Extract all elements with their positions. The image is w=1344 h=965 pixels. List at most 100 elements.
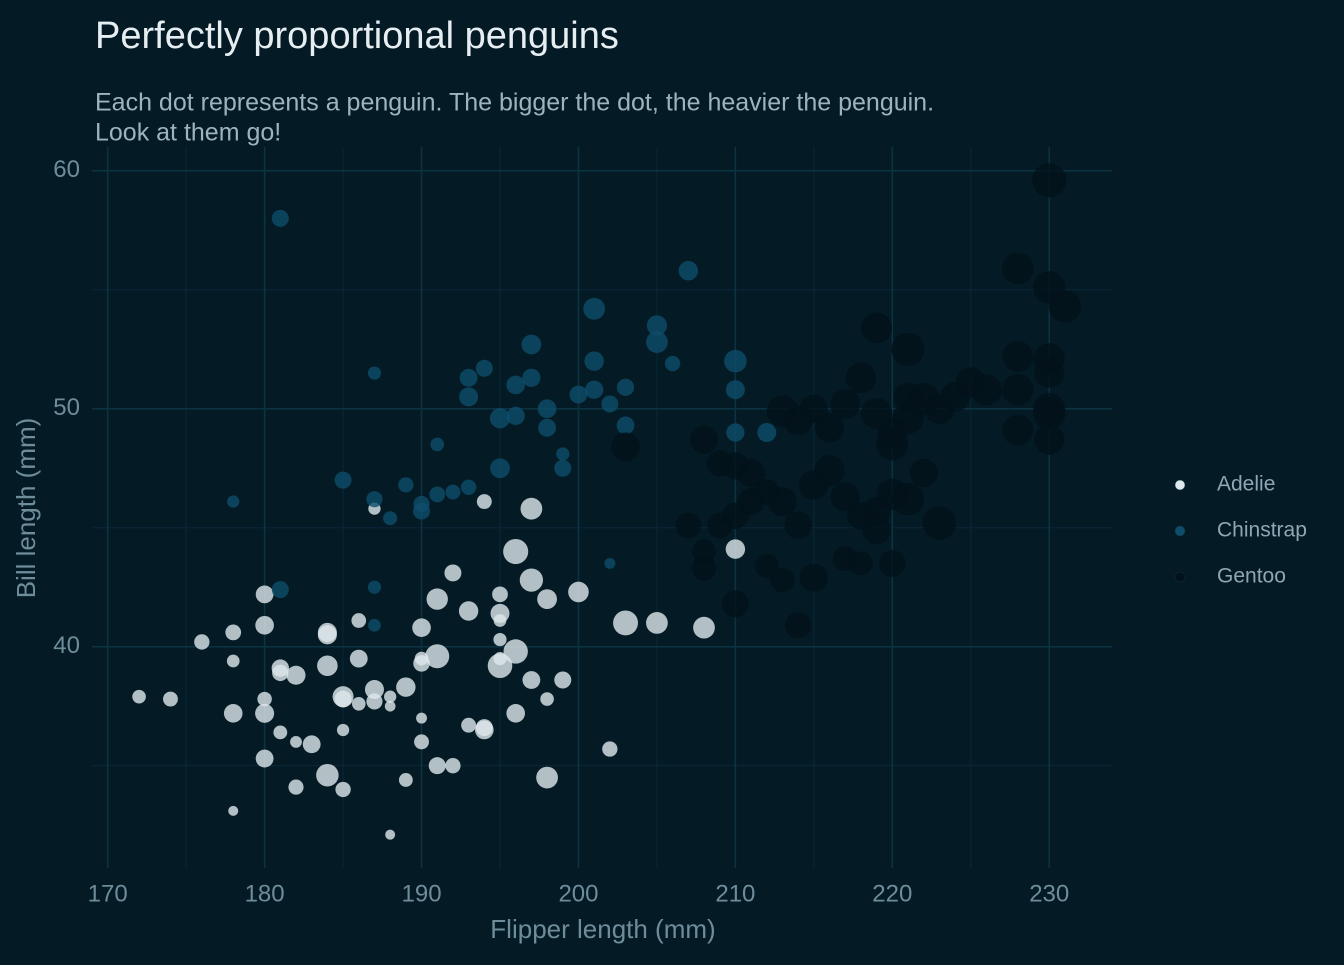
data-point — [385, 829, 396, 840]
data-point — [584, 351, 604, 371]
data-point — [398, 477, 414, 493]
data-point — [366, 491, 383, 508]
data-point — [1048, 290, 1082, 323]
data-point — [757, 423, 777, 443]
data-point — [767, 487, 797, 517]
data-point — [891, 332, 925, 366]
data-point — [493, 652, 507, 666]
data-point — [583, 297, 606, 320]
data-point — [255, 703, 275, 723]
x-tick-label: 170 — [88, 880, 128, 907]
data-point — [860, 397, 893, 430]
data-point — [520, 497, 543, 520]
data-point — [1002, 374, 1034, 406]
y-tick-label: 40 — [53, 632, 80, 659]
chart-subtitle: Look at them go! — [95, 119, 281, 147]
data-point — [227, 495, 240, 508]
data-point — [861, 312, 893, 344]
data-point — [585, 380, 604, 399]
data-point — [878, 549, 906, 577]
data-point — [273, 725, 288, 740]
data-point — [613, 610, 639, 636]
data-point — [785, 612, 812, 639]
data-point — [368, 618, 381, 632]
data-point — [317, 622, 337, 642]
data-point — [412, 618, 431, 637]
data-point — [489, 408, 511, 429]
y-tick-label: 50 — [53, 394, 80, 421]
data-point — [476, 494, 492, 510]
data-point — [646, 331, 668, 354]
data-point — [909, 458, 938, 488]
data-point — [814, 455, 846, 487]
data-point — [492, 586, 508, 603]
data-point — [226, 654, 240, 668]
x-tick-label: 190 — [402, 880, 442, 907]
data-point — [461, 717, 477, 733]
data-point — [444, 564, 462, 582]
x-tick-label: 210 — [715, 880, 755, 907]
data-point — [503, 639, 528, 664]
data-point — [1002, 414, 1034, 446]
data-point — [862, 496, 891, 526]
legend-key — [1174, 525, 1186, 537]
data-point — [646, 315, 668, 336]
data-point — [384, 690, 397, 703]
data-point — [364, 680, 384, 700]
legend-key — [1174, 571, 1186, 583]
data-point — [675, 512, 702, 539]
data-point — [556, 447, 570, 461]
x-tick-label: 230 — [1029, 880, 1069, 907]
data-point — [475, 359, 493, 377]
data-point — [286, 665, 306, 685]
data-point — [537, 589, 557, 610]
data-point — [646, 612, 668, 634]
data-point — [1034, 358, 1065, 388]
data-point — [334, 471, 352, 489]
data-point — [459, 368, 478, 387]
data-point — [538, 418, 556, 437]
data-point — [568, 581, 589, 603]
legend-key — [1174, 479, 1186, 491]
data-point — [383, 511, 398, 526]
data-point — [616, 416, 635, 435]
data-point — [255, 585, 274, 604]
data-point — [601, 395, 619, 413]
data-point — [503, 538, 529, 565]
data-point — [737, 487, 765, 516]
data-point — [367, 580, 382, 594]
data-point — [426, 588, 448, 610]
y-axis-label: Bill length (mm) — [11, 418, 41, 599]
data-point — [569, 385, 588, 404]
data-point — [736, 458, 766, 488]
data-point — [554, 459, 572, 477]
data-point — [459, 387, 479, 407]
y-tick-label: 60 — [53, 156, 80, 183]
data-point — [290, 735, 302, 748]
data-point — [474, 720, 494, 740]
data-point — [302, 735, 321, 754]
data-point — [1002, 341, 1034, 372]
x-tick-label: 200 — [558, 880, 598, 907]
data-point — [398, 773, 413, 787]
data-point — [223, 704, 243, 723]
data-point — [664, 355, 681, 372]
data-point — [317, 655, 338, 677]
data-point — [336, 723, 350, 737]
data-point — [891, 482, 925, 516]
data-point — [540, 692, 554, 706]
data-point — [784, 511, 812, 540]
data-point — [271, 209, 289, 227]
data-point — [351, 697, 366, 711]
data-point — [970, 374, 1002, 406]
data-point — [288, 779, 304, 795]
data-point — [506, 704, 526, 723]
data-point — [430, 437, 445, 452]
data-point — [924, 393, 955, 424]
legend-label: Chinstrap — [1217, 519, 1307, 542]
data-point — [163, 691, 178, 707]
data-point — [367, 366, 382, 380]
data-point — [689, 425, 719, 454]
